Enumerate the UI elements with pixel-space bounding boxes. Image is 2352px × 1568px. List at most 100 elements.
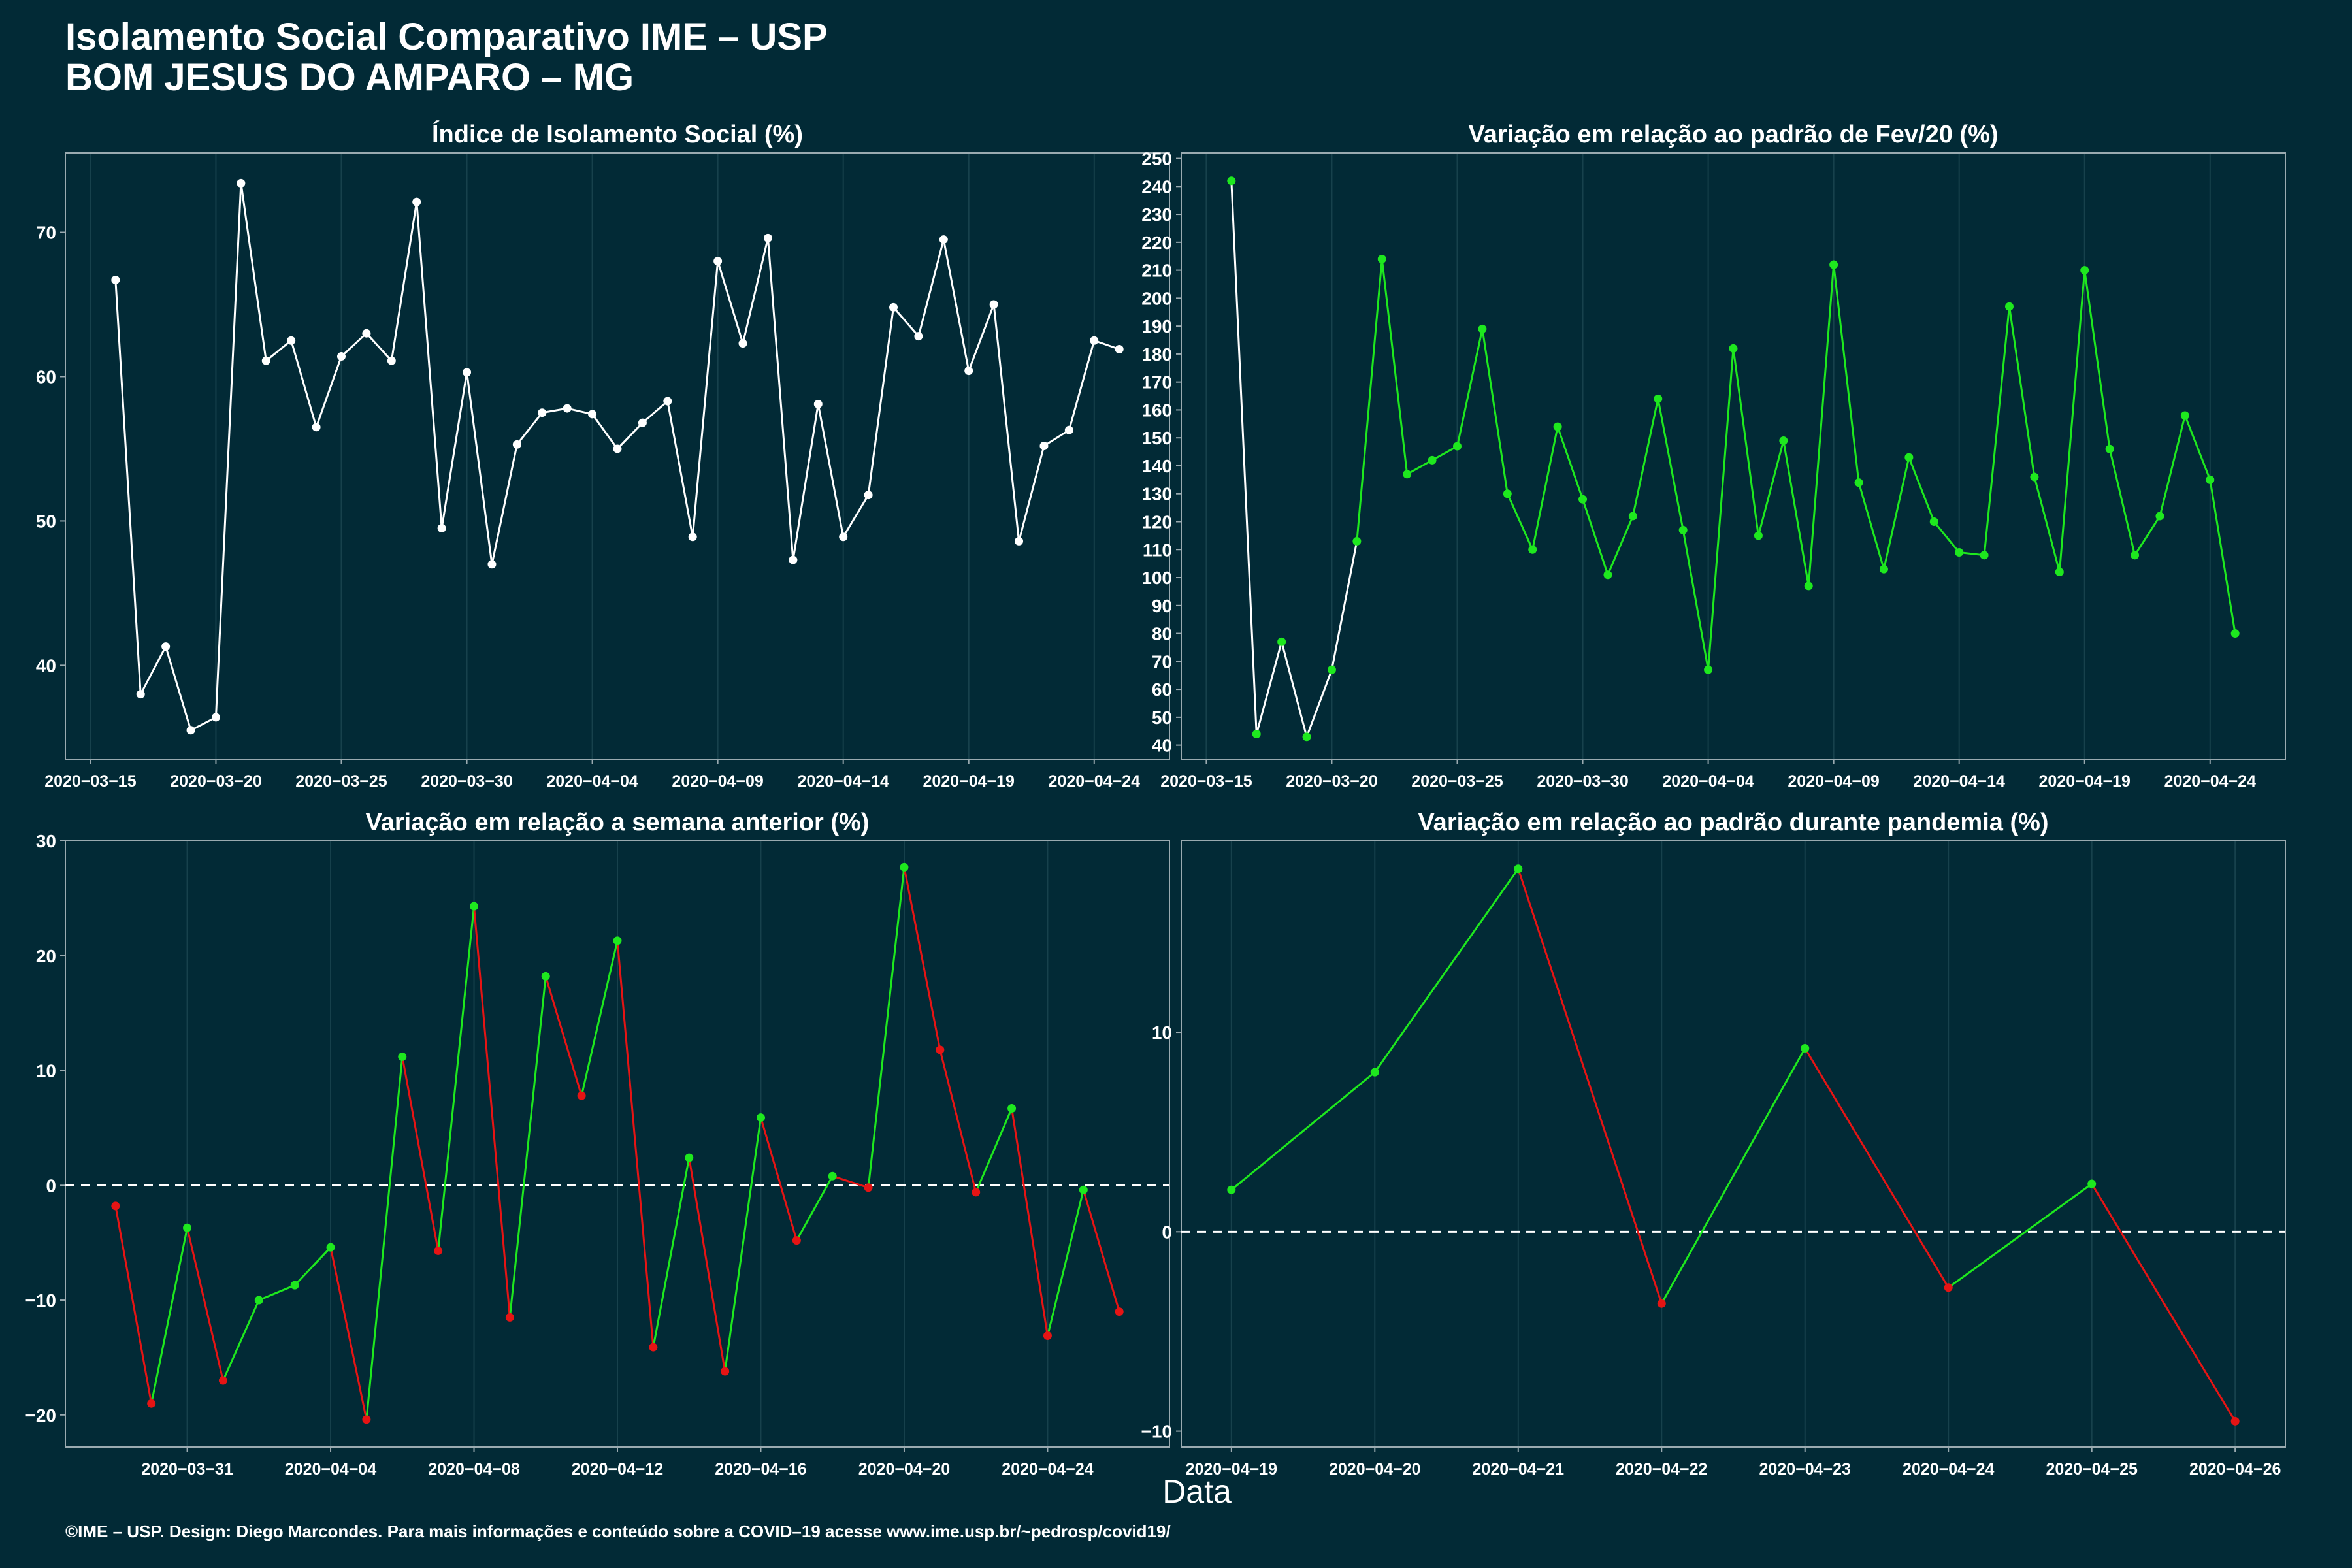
y-tick-label: 130 [1141, 484, 1172, 504]
x-tick-label: 2020−03−15 [1160, 772, 1252, 791]
y-tick-label: 140 [1141, 456, 1172, 476]
y-tick-label: −10 [25, 1290, 57, 1311]
data-point [713, 257, 723, 266]
data-point [900, 862, 909, 872]
data-point [1729, 344, 1738, 353]
data-point [792, 1236, 801, 1245]
data-point [2105, 444, 2114, 453]
y-tick-label: 150 [1141, 428, 1172, 448]
series-line-segment [892, 306, 920, 337]
series-line-segment [2108, 448, 2136, 556]
data-point [864, 1183, 873, 1192]
data-point [721, 1367, 730, 1376]
plot-frame [1181, 152, 2286, 760]
data-point [1854, 478, 1863, 487]
series-line-segment [691, 261, 719, 537]
data-point [2155, 512, 2164, 521]
data-point [2180, 411, 2189, 420]
series-line-segment [1833, 264, 1860, 483]
series-line-segment [817, 404, 845, 538]
x-tick-label: 2020−04−14 [797, 772, 889, 791]
series-line-segment [1255, 641, 1283, 734]
data-point [2005, 302, 2014, 311]
data-point [1804, 581, 1813, 591]
data-point [1327, 665, 1336, 674]
series-line-segment [1330, 541, 1358, 670]
data-point [964, 367, 973, 376]
series-line-segment [2008, 306, 2036, 478]
series-line-segment [1305, 669, 1333, 738]
series-line-segment [114, 1205, 153, 1404]
x-tick-label: 2020−04−24 [1903, 1460, 1995, 1478]
panel-title: Índice de Isolamento Social (%) [432, 120, 803, 148]
data-point [1007, 1104, 1017, 1113]
x-tick-label: 2020−04−25 [2046, 1460, 2138, 1478]
series-line-segment [265, 340, 292, 362]
data-point [1403, 470, 1412, 479]
x-tick-label: 2020−04−04 [546, 772, 638, 791]
series-line-segment [365, 333, 393, 362]
data-point [183, 1223, 192, 1232]
y-tick-label: 0 [1162, 1222, 1172, 1242]
data-point [813, 399, 823, 408]
panel-variation-feb20: Variação em relação ao padrão de Fev/20 … [1141, 121, 2286, 791]
y-tick-label: 10 [36, 1061, 56, 1081]
x-tick-label: 2020−04−20 [1329, 1460, 1420, 1478]
series-line-segment [150, 1228, 189, 1404]
data-point [1115, 1307, 1124, 1316]
x-tick-label: 2020−04−14 [1913, 772, 2005, 791]
series-line-segment [939, 1049, 977, 1193]
series-line-segment [1094, 339, 1120, 350]
series-line-segment [2083, 270, 2111, 449]
series-line-segment [760, 1117, 798, 1241]
y-tick-label: 110 [1143, 540, 1172, 560]
data-point [147, 1399, 156, 1408]
data-point [387, 356, 396, 365]
data-point [828, 1171, 837, 1181]
data-point [2030, 472, 2039, 482]
series-line-segment [796, 1175, 834, 1241]
figure-title-line1: Isolamento Social Comparativo IME – USP [65, 16, 828, 58]
series-line-segment [688, 1157, 727, 1372]
data-point [1252, 730, 1261, 739]
plot-frame [1181, 840, 2286, 1448]
data-point [111, 1201, 120, 1211]
data-point [1079, 1185, 1088, 1194]
y-tick-label: 60 [36, 367, 56, 387]
series-line-segment [992, 304, 1021, 542]
series-line-segment [975, 1107, 1013, 1193]
data-point [789, 555, 798, 564]
data-point [362, 329, 371, 338]
data-point [434, 1246, 443, 1255]
x-tick-label: 2020−04−09 [1788, 772, 1879, 791]
data-point [613, 936, 622, 945]
y-tick-label: 240 [1141, 176, 1172, 197]
series-line-segment [473, 906, 511, 1318]
data-point [1528, 545, 1537, 554]
x-tick-label: 2020−04−04 [285, 1460, 377, 1478]
series-line-segment [466, 372, 493, 564]
panel-variation-pandemic-pattern: Variação em relação ao padrão durante pa… [1141, 809, 2286, 1478]
data-point [186, 726, 195, 735]
data-point [290, 1281, 299, 1290]
data-point [337, 352, 346, 361]
data-point [1377, 255, 1386, 264]
data-point [1944, 1283, 1953, 1292]
series-line-segment [508, 976, 547, 1318]
y-tick-label: 40 [36, 655, 56, 676]
series-line-segment [1732, 348, 1759, 536]
y-tick-label: 160 [1141, 400, 1172, 420]
series-line-segment [1068, 340, 1096, 431]
series-line-segment [1682, 530, 1710, 670]
data-point [1628, 512, 1637, 521]
series-line-segment [1757, 440, 1785, 536]
data-point [1043, 1331, 1052, 1341]
data-point [1277, 637, 1286, 646]
series-line-segment [2183, 415, 2212, 480]
series-line-segment [616, 940, 655, 1348]
x-tick-label: 2020−04−19 [923, 772, 1015, 791]
plot-frame [65, 152, 1170, 760]
series-line-segment [1517, 868, 1663, 1304]
data-point [663, 397, 672, 406]
